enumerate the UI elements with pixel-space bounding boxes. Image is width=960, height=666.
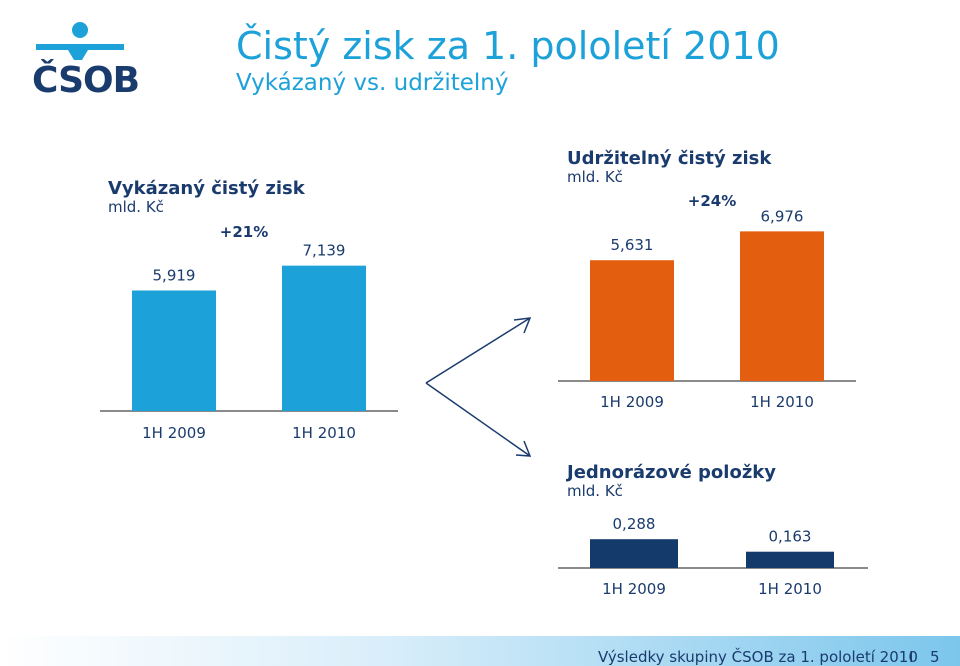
category-label: 1H 2010	[750, 393, 814, 411]
category-label: 1H 2009	[600, 393, 664, 411]
chart-title-oneoff: Jednorázové položky	[567, 462, 777, 483]
change-label: +21%	[220, 223, 268, 241]
category-label: 1H 2009	[142, 424, 206, 442]
footer-bar	[0, 636, 960, 666]
bar-1h-2010	[740, 231, 824, 381]
chart-title-reported: Vykázaný čistý zisk	[108, 178, 305, 199]
bar-1h-2010	[282, 265, 366, 411]
footer-text: Výsledky skupiny ČSOB za 1. pololetí 201…	[598, 648, 918, 666]
bar-value-label: 6,976	[761, 207, 804, 225]
page-subtitle: Vykázaný vs. udržitelný	[236, 70, 509, 96]
change-label: +24%	[688, 192, 736, 210]
page-title: Čistý zisk za 1. pololetí 2010	[236, 24, 780, 68]
category-label: 1H 2009	[602, 580, 666, 598]
bar-value-label: 0,288	[613, 515, 656, 533]
bar-1h-2010	[746, 551, 834, 568]
connector-arrows	[425, 317, 532, 457]
chart-title-sustainable: Udržitelný čistý zisk	[567, 148, 772, 169]
bar-1h-2009	[590, 539, 678, 568]
page-number: 5	[930, 648, 940, 666]
chart-unit-sustainable: mld. Kč	[567, 168, 623, 186]
category-label: 1H 2010	[758, 580, 822, 598]
category-label: 1H 2010	[292, 424, 356, 442]
bar-value-label: 5,919	[153, 266, 196, 284]
chart-unit-reported: mld. Kč	[108, 198, 164, 216]
csob-logo	[36, 22, 124, 60]
chart-unit-oneoff: mld. Kč	[567, 482, 623, 500]
logo-text: ČSOB	[32, 60, 140, 101]
bar-value-label: 5,631	[611, 236, 654, 254]
bar-value-label: 7,139	[303, 242, 346, 260]
bar-1h-2009	[590, 260, 674, 381]
footer-separator: I	[909, 648, 914, 666]
bar-value-label: 0,163	[769, 528, 812, 546]
logo-emblem-icon	[36, 22, 124, 60]
bar-1h-2009	[132, 290, 216, 411]
